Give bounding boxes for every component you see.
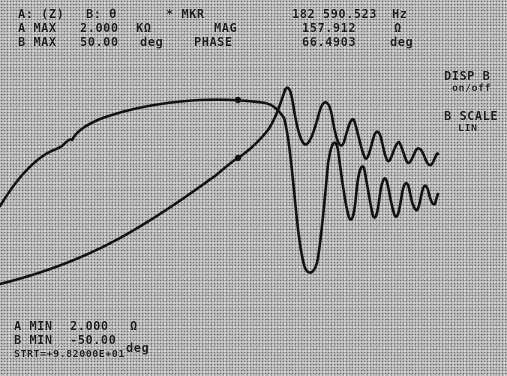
- marker-frequency-value: 182 590.523: [292, 7, 377, 21]
- channel-a-label: A: (Z): [18, 7, 65, 21]
- b-max-label: B MAX: [18, 35, 57, 49]
- mag-value: 157.912: [302, 21, 357, 35]
- a-max-value: 2.000: [80, 21, 119, 35]
- start-readout: STRT=+9.82000E+01: [14, 349, 125, 360]
- a-max-unit: KΩ: [136, 21, 152, 35]
- phase-label: PHASE: [194, 35, 233, 49]
- mag-label: MAG: [214, 21, 238, 35]
- mag-unit: Ω: [394, 21, 402, 35]
- softkey-b-scale-state: LIN: [458, 123, 478, 134]
- a-min-label: A MIN: [14, 319, 53, 333]
- softkey-b-scale[interactable]: B SCALE: [444, 109, 499, 123]
- phase-trace: [0, 98, 440, 274]
- marker-frequency-unit: Hz: [392, 7, 408, 21]
- a-max-label: A MAX: [18, 21, 57, 35]
- a-min-value: 2.000: [70, 319, 109, 333]
- b-min-unit: deg: [126, 341, 150, 355]
- softkey-disp-b-state: on/off: [452, 83, 492, 94]
- b-min-label: B MIN: [14, 333, 53, 347]
- marker-label: * MKR: [166, 7, 205, 21]
- b-min-value: -50.00: [70, 333, 117, 347]
- phase-unit: deg: [390, 35, 414, 49]
- marker-dot-magnitude: [234, 154, 242, 162]
- a-min-unit: Ω: [130, 319, 138, 333]
- magnitude-trace: [0, 86, 440, 286]
- channel-b-label: B: θ: [86, 7, 117, 21]
- b-max-value: 50.00: [80, 35, 119, 49]
- softkey-disp-b[interactable]: DISP B: [444, 69, 491, 83]
- b-max-unit: deg: [140, 35, 164, 49]
- marker-dot-phase: [234, 96, 242, 104]
- phase-value: 66.4903: [302, 35, 357, 49]
